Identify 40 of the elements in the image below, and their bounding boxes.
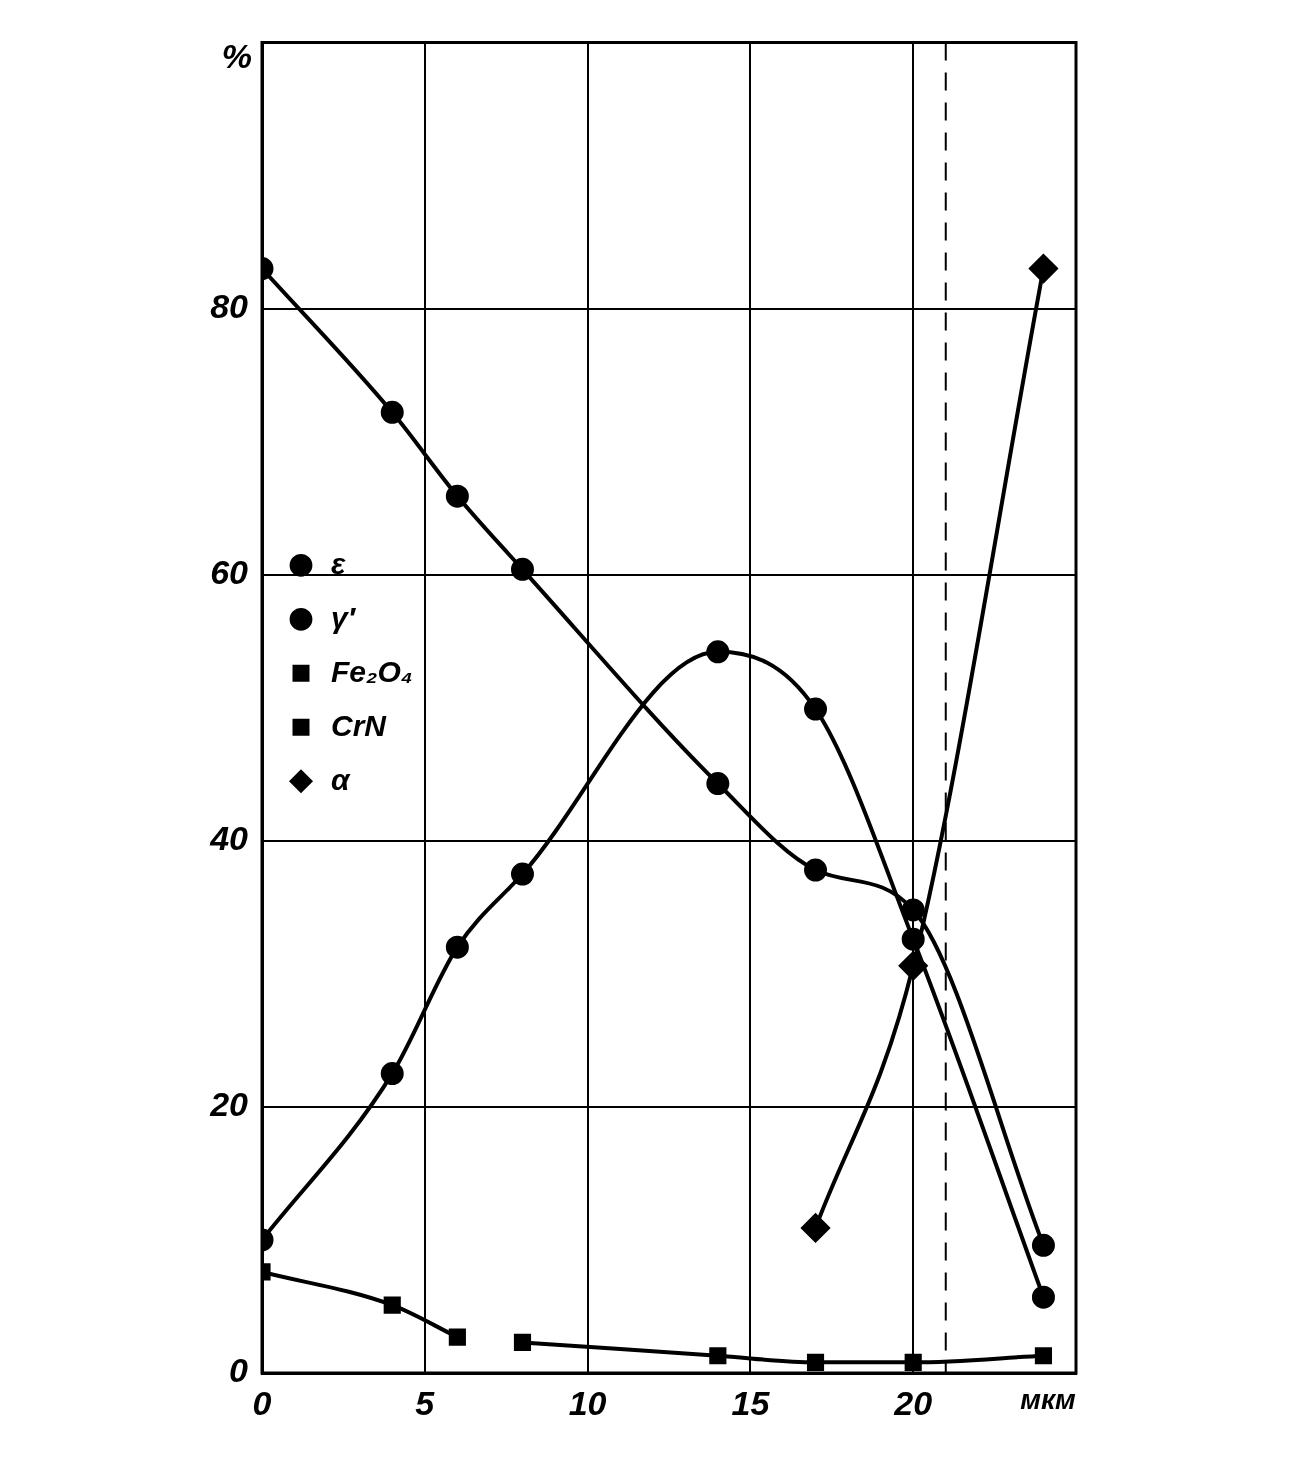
point [1028, 254, 1058, 284]
y-axis-title: % [221, 36, 252, 75]
point [806, 1353, 825, 1371]
x-tick-label: 5 [415, 1383, 436, 1422]
point [898, 951, 928, 981]
point [448, 1328, 466, 1346]
point [510, 557, 534, 581]
y-tick-label: 80 [210, 286, 249, 325]
point [510, 862, 534, 886]
point [901, 898, 925, 922]
point [380, 400, 404, 424]
point [380, 1062, 404, 1086]
point [706, 772, 730, 796]
point [801, 1213, 831, 1243]
x-tick-label: 15 [731, 1383, 771, 1422]
x-tick-label: 20 [893, 1383, 933, 1422]
y-tick-label: 0 [229, 1351, 249, 1390]
legend-label: ε [331, 546, 346, 580]
point [706, 640, 730, 664]
x-axis-title: мкм [1020, 1383, 1077, 1415]
legend-label: CrN [331, 708, 388, 742]
point [513, 1333, 532, 1351]
point [383, 1296, 401, 1314]
y-tick-label: 60 [210, 553, 249, 592]
x-tick-label: 10 [568, 1383, 607, 1422]
legend-label: γ′ [331, 600, 357, 634]
point [804, 697, 828, 721]
legend-label: α [331, 762, 351, 796]
point [1031, 1285, 1055, 1309]
point [804, 858, 828, 882]
point [1034, 1347, 1053, 1365]
y-tick-label: 40 [209, 819, 249, 858]
point [445, 935, 469, 959]
point [709, 1347, 727, 1365]
legend-label: Fe₂O₄ [331, 654, 413, 688]
point [904, 1353, 922, 1371]
point [901, 927, 925, 951]
point [1031, 1233, 1055, 1257]
point [445, 484, 469, 508]
y-tick-label: 20 [209, 1085, 249, 1124]
